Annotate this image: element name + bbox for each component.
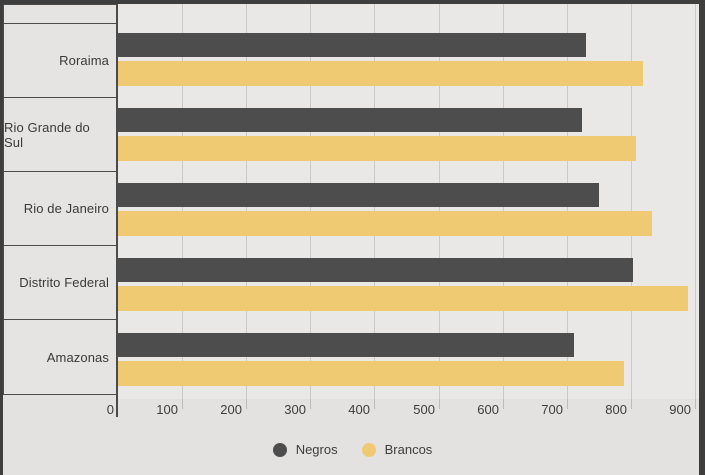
bar-negros-2[interactable] — [118, 183, 599, 207]
x-tick-label-700: 700 — [541, 402, 563, 417]
bar-negros-3[interactable] — [118, 258, 633, 282]
x-tick-label-200: 200 — [220, 402, 242, 417]
category-box-1: Rio Grande do Sul — [3, 97, 117, 172]
tick-mark-300 — [310, 399, 311, 409]
bar-brancos-1[interactable] — [118, 136, 636, 161]
tick-mark-100 — [182, 399, 183, 409]
frame-left — [0, 0, 3, 475]
frame-right — [699, 0, 705, 475]
bar-negros-1[interactable] — [118, 108, 582, 132]
category-label: Roraima — [59, 53, 109, 68]
x-tick-label-800: 800 — [605, 402, 627, 417]
tick-mark-800 — [631, 399, 632, 409]
legend-label: Negros — [295, 442, 338, 457]
category-box-filler — [3, 4, 117, 24]
legend-swatch-negros — [272, 442, 287, 457]
bar-brancos-4[interactable] — [118, 361, 624, 386]
bar-negros-0[interactable] — [118, 33, 586, 57]
category-box-2: Rio de Janeiro — [3, 171, 117, 246]
tick-mark-900 — [695, 399, 696, 409]
category-axis-panel: Roraima Rio Grande do Sul Rio de Janeiro Di… — [3, 4, 117, 395]
x-tick-label-500: 500 — [413, 402, 435, 417]
legend-swatch-brancos — [361, 442, 376, 457]
category-label: Rio de Janeiro — [23, 201, 109, 216]
x-tick-label-600: 600 — [477, 402, 499, 417]
category-box-0: Roraima — [3, 23, 117, 98]
gridline-900 — [695, 4, 696, 399]
bar-negros-4[interactable] — [118, 333, 574, 357]
category-box-4: Amazonas — [3, 319, 117, 395]
x-tick-label-300: 300 — [284, 402, 306, 417]
tick-mark-700 — [567, 399, 568, 409]
frame-top — [0, 0, 705, 4]
gridline-800 — [631, 4, 632, 399]
tick-mark-500 — [439, 399, 440, 409]
legend: Negros Brancos — [0, 442, 705, 457]
bar-brancos-3[interactable] — [118, 286, 688, 311]
legend-item-brancos[interactable]: Brancos — [361, 442, 433, 457]
bar-brancos-0[interactable] — [118, 61, 643, 86]
category-box-3: Distrito Federal — [3, 245, 117, 320]
category-label: Distrito Federal — [19, 275, 109, 290]
category-label: Amazonas — [46, 349, 109, 365]
x-tick-label-400: 400 — [348, 402, 370, 417]
plot-area — [118, 4, 699, 399]
legend-label: Brancos — [384, 442, 433, 457]
x-tick-label-0: 0 — [106, 402, 114, 417]
tick-mark-400 — [374, 399, 375, 409]
x-tick-label-100: 100 — [156, 402, 178, 417]
tick-mark-600 — [503, 399, 504, 409]
legend-item-negros[interactable]: Negros — [272, 442, 338, 457]
tick-mark-200 — [246, 399, 247, 409]
category-label: Rio Grande do Sul — [4, 119, 90, 150]
bar-brancos-2[interactable] — [118, 211, 652, 236]
x-tick-label-900: 900 — [669, 402, 691, 417]
y-axis-line — [116, 4, 118, 417]
